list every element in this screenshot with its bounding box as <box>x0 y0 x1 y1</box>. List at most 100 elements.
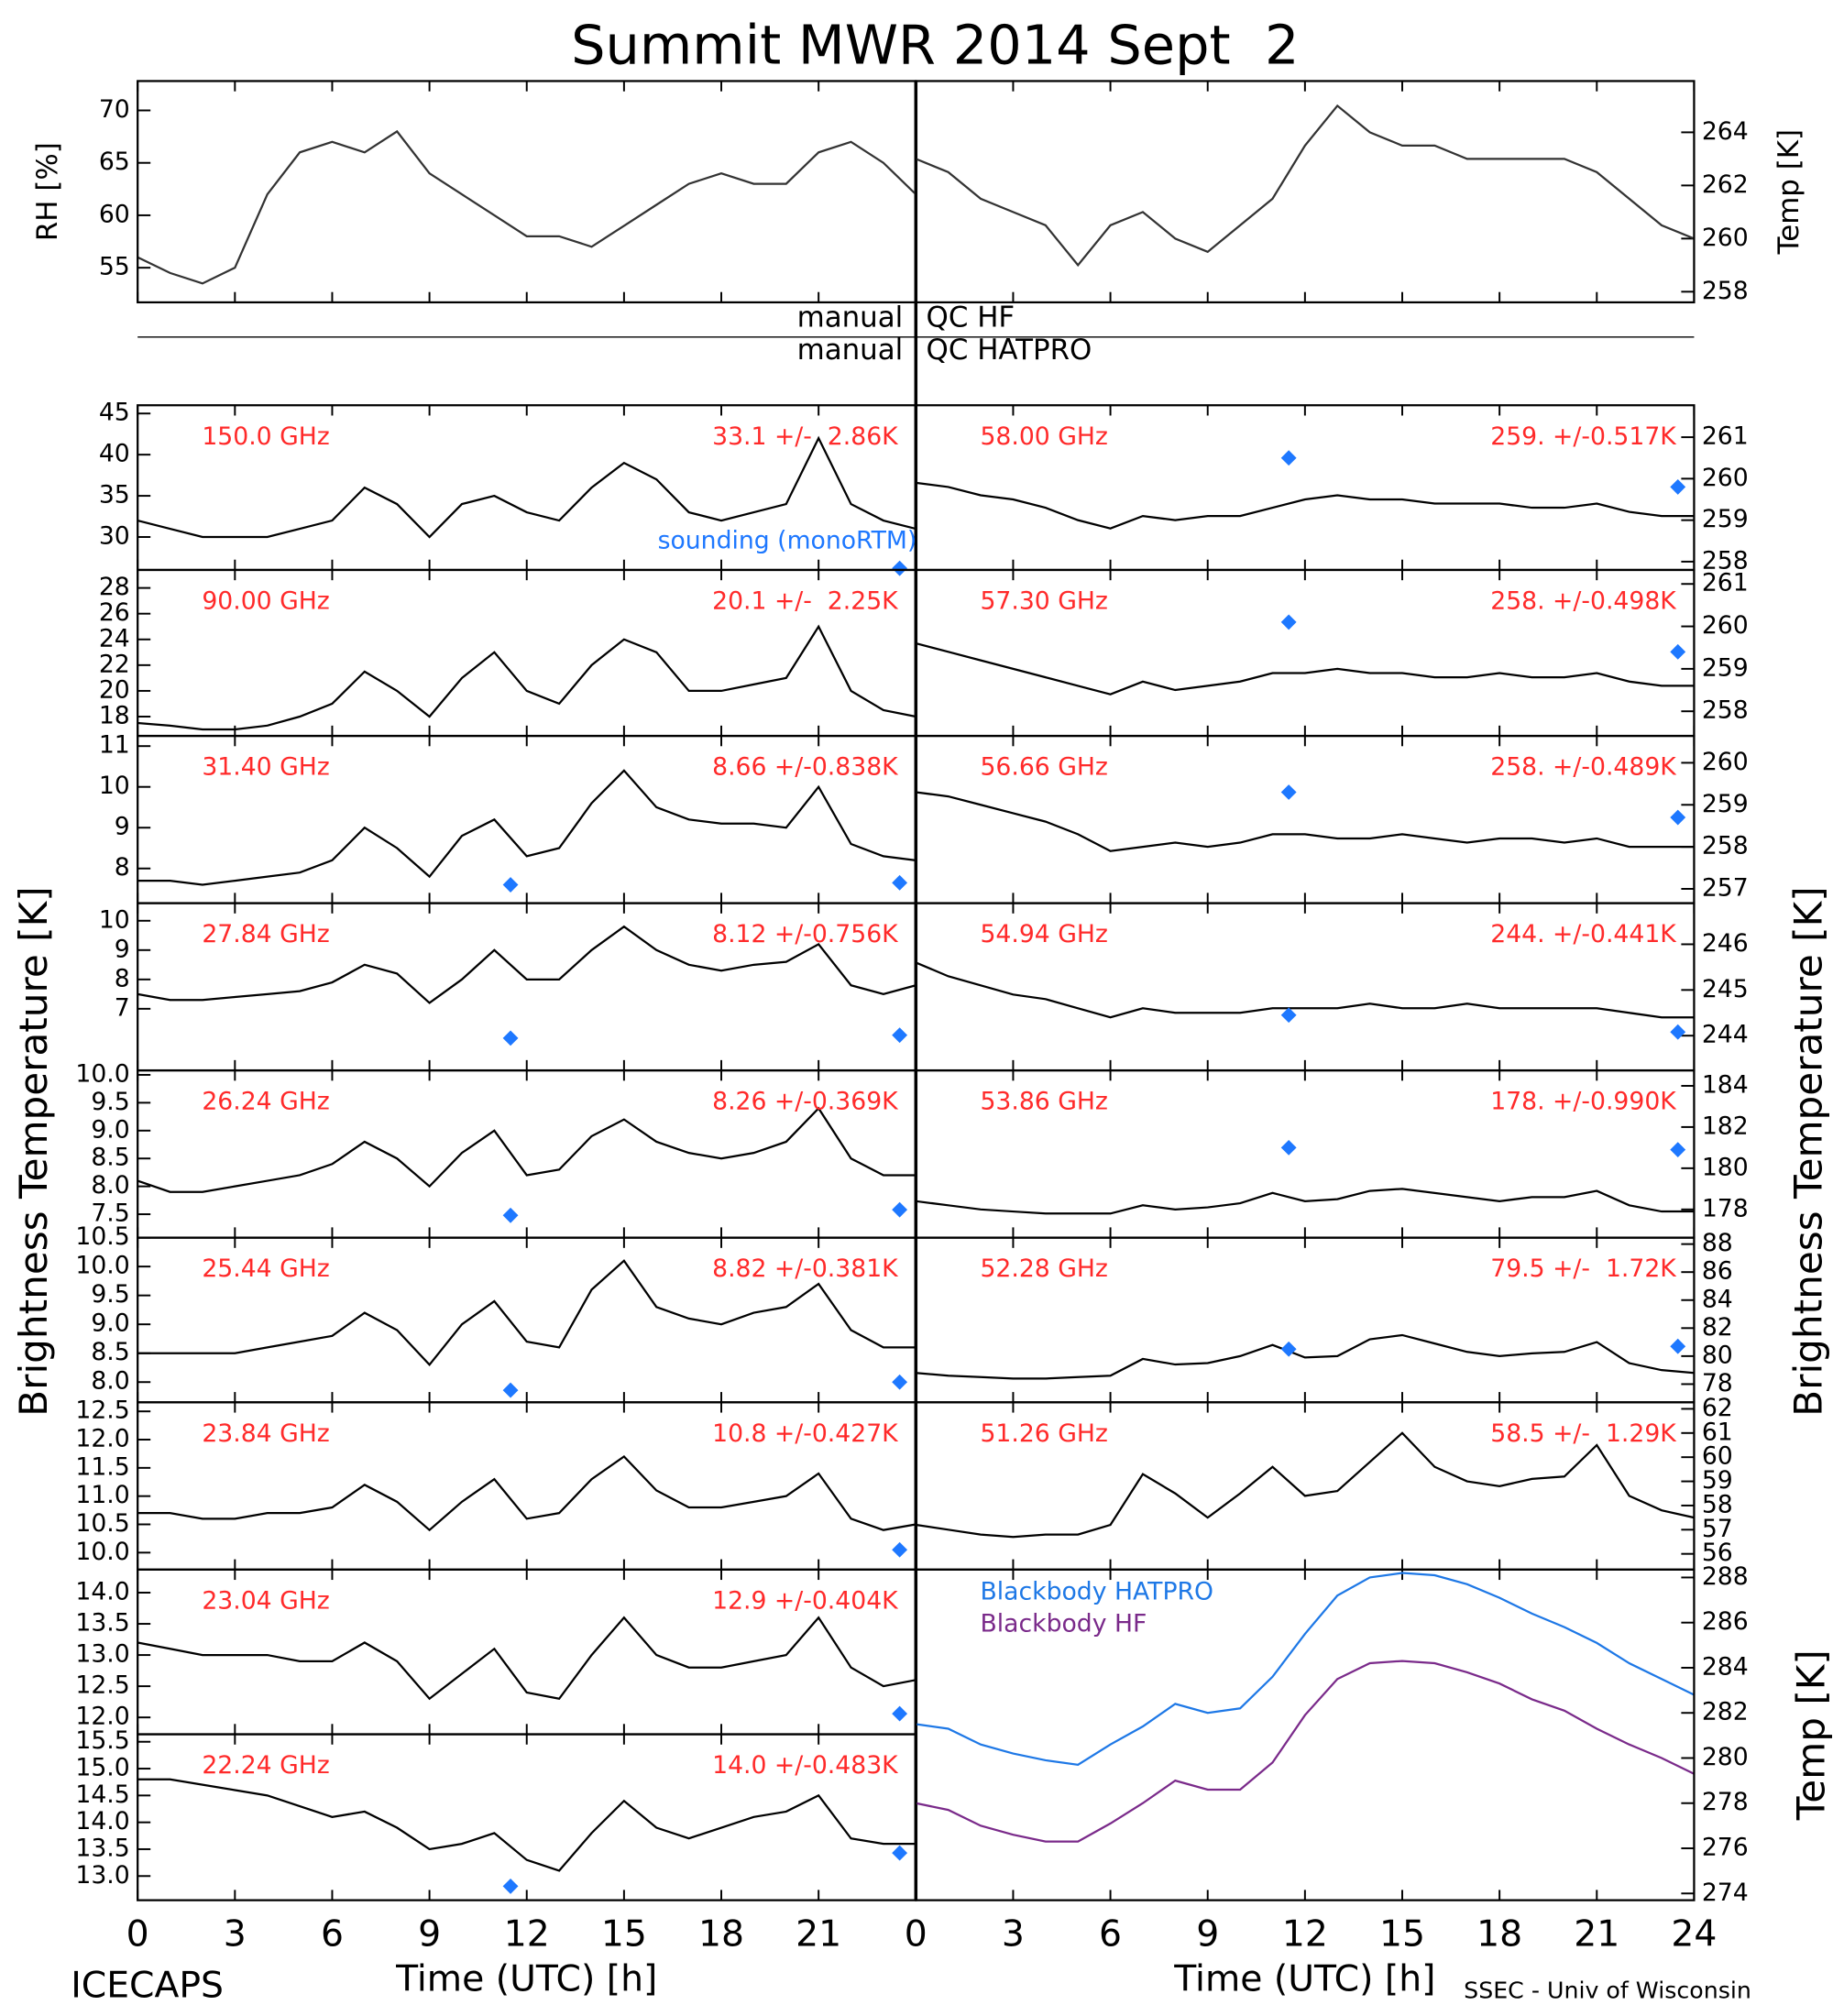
x-tick-label: 15 <box>601 1913 647 1955</box>
channel-label: 90.00 GHz <box>202 587 329 616</box>
y-tick-label: 40 <box>99 440 130 468</box>
channel-label: 31.40 GHz <box>202 753 329 782</box>
y-tick-label: 56 <box>1702 1539 1733 1567</box>
y-tick-label: 82 <box>1702 1313 1733 1342</box>
y-tick-label: 57 <box>1702 1515 1733 1543</box>
y-axis-label: RH [%] <box>31 142 64 241</box>
y-tick-label: 12.0 <box>75 1425 129 1453</box>
stats-label: 258. +/-0.498K <box>1490 587 1677 616</box>
y-tick-label: 8.5 <box>91 1338 129 1366</box>
footer-right: SSEC - Univ of Wisconsin <box>1464 1977 1751 2003</box>
sounding-point <box>1670 643 1686 660</box>
y-tick-label: 184 <box>1702 1070 1749 1099</box>
y-tick-label: 35 <box>99 481 130 509</box>
y-tick-label: 15.5 <box>75 1726 129 1755</box>
y-tick-label: 280 <box>1702 1743 1749 1771</box>
y-tick-label: 274 <box>1702 1879 1749 1907</box>
y-tick-label: 9.5 <box>91 1280 129 1309</box>
y-tick-label: 260 <box>1702 611 1749 640</box>
channel-label: 58.00 GHz <box>980 422 1107 451</box>
y-tick-label: 261 <box>1702 422 1749 451</box>
y-tick-label: 278 <box>1702 1788 1749 1816</box>
y-tick-label: 7 <box>115 993 130 1022</box>
y-tick-label: 286 <box>1702 1607 1749 1636</box>
y-axis-label: Brightness Temperature [K] <box>11 886 56 1416</box>
data-line <box>916 1333 1695 1380</box>
sounding-point <box>892 1541 908 1558</box>
qc-label: manual <box>797 334 904 367</box>
sounding-point <box>892 1374 908 1390</box>
y-tick-label: 9.5 <box>91 1088 129 1116</box>
y-tick-label: 257 <box>1702 873 1749 902</box>
data-line <box>916 1431 1695 1539</box>
y-tick-label: 282 <box>1702 1698 1749 1726</box>
y-tick-label: 11.5 <box>75 1452 129 1481</box>
y-tick-label: 258 <box>1702 832 1749 860</box>
x-axis-label: Time (UTC) [h] <box>1173 1959 1435 2000</box>
channel-label: 51.26 GHz <box>980 1419 1107 1448</box>
stats-label: 178. +/-0.990K <box>1490 1088 1677 1116</box>
y-tick-label: 10.0 <box>75 1538 129 1566</box>
y-tick-label: 261 <box>1702 569 1749 597</box>
x-tick-label: 18 <box>698 1913 744 1955</box>
y-tick-label: 65 <box>99 148 130 176</box>
y-tick-label: 58 <box>1702 1490 1733 1518</box>
y-tick-label: 10 <box>99 905 130 934</box>
y-tick-label: 13.0 <box>75 1861 129 1890</box>
data-line <box>137 435 916 539</box>
y-tick-label: 70 <box>99 95 130 124</box>
stats-label: 8.26 +/-0.369K <box>712 1088 899 1116</box>
y-tick-label: 284 <box>1702 1652 1749 1681</box>
y-tick-label: 22 <box>99 650 130 678</box>
data-line <box>137 769 916 886</box>
x-tick-label: 0 <box>905 1913 927 1955</box>
x-tick-label: 6 <box>321 1913 344 1955</box>
y-tick-label: 13.5 <box>75 1609 129 1638</box>
y-tick-label: 9.0 <box>91 1309 129 1338</box>
y-tick-label: 8 <box>115 853 130 882</box>
data-line <box>916 641 1695 696</box>
qc-label: manual <box>797 301 904 334</box>
data-line <box>137 1106 916 1193</box>
channel-label: 57.30 GHz <box>980 587 1107 616</box>
channel-label: 22.24 GHz <box>202 1751 329 1780</box>
stats-label: 244. +/-0.441K <box>1490 920 1677 948</box>
y-tick-label: 45 <box>99 399 130 427</box>
x-tick-label: 24 <box>1671 1913 1717 1955</box>
y-tick-label: 258 <box>1702 277 1749 305</box>
sounding-point <box>892 874 908 891</box>
channel-label: 26.24 GHz <box>202 1088 329 1116</box>
y-tick-label: 246 <box>1702 929 1749 958</box>
x-axis-label: Time (UTC) [h] <box>395 1959 657 2000</box>
y-tick-label: 9.0 <box>91 1115 129 1144</box>
y-tick-label: 11 <box>99 731 130 760</box>
channel-label: 54.94 GHz <box>980 920 1107 948</box>
channel-label: 56.66 GHz <box>980 753 1107 782</box>
y-tick-label: 10.0 <box>75 1059 129 1088</box>
x-tick-label: 12 <box>1282 1913 1328 1955</box>
y-tick-label: 276 <box>1702 1833 1749 1861</box>
x-tick-label: 12 <box>504 1913 550 1955</box>
y-tick-label: 62 <box>1702 1394 1733 1422</box>
y-tick-label: 245 <box>1702 975 1749 1003</box>
data-line <box>137 1616 916 1701</box>
y-tick-label: 28 <box>99 573 130 601</box>
data-line <box>137 925 916 1004</box>
y-tick-label: 12.0 <box>75 1703 129 1731</box>
y-tick-label: 55 <box>99 253 130 281</box>
y-tick-label: 78 <box>1702 1369 1733 1397</box>
y-tick-label: 14.0 <box>75 1578 129 1606</box>
channel-label: 53.86 GHz <box>980 1088 1107 1116</box>
y-tick-label: 84 <box>1702 1285 1733 1313</box>
x-tick-label: 9 <box>418 1913 441 1955</box>
sounding-point <box>1670 1338 1686 1354</box>
sounding-point <box>1280 1139 1297 1156</box>
channel-label: 25.44 GHz <box>202 1255 329 1283</box>
y-tick-label: 14.5 <box>75 1780 129 1809</box>
y-tick-label: 10.5 <box>75 1222 129 1251</box>
data-line <box>916 1660 1695 1843</box>
data-line <box>137 624 916 731</box>
sounding-point <box>502 1030 519 1046</box>
qc-label: QC HATPRO <box>927 334 1092 367</box>
